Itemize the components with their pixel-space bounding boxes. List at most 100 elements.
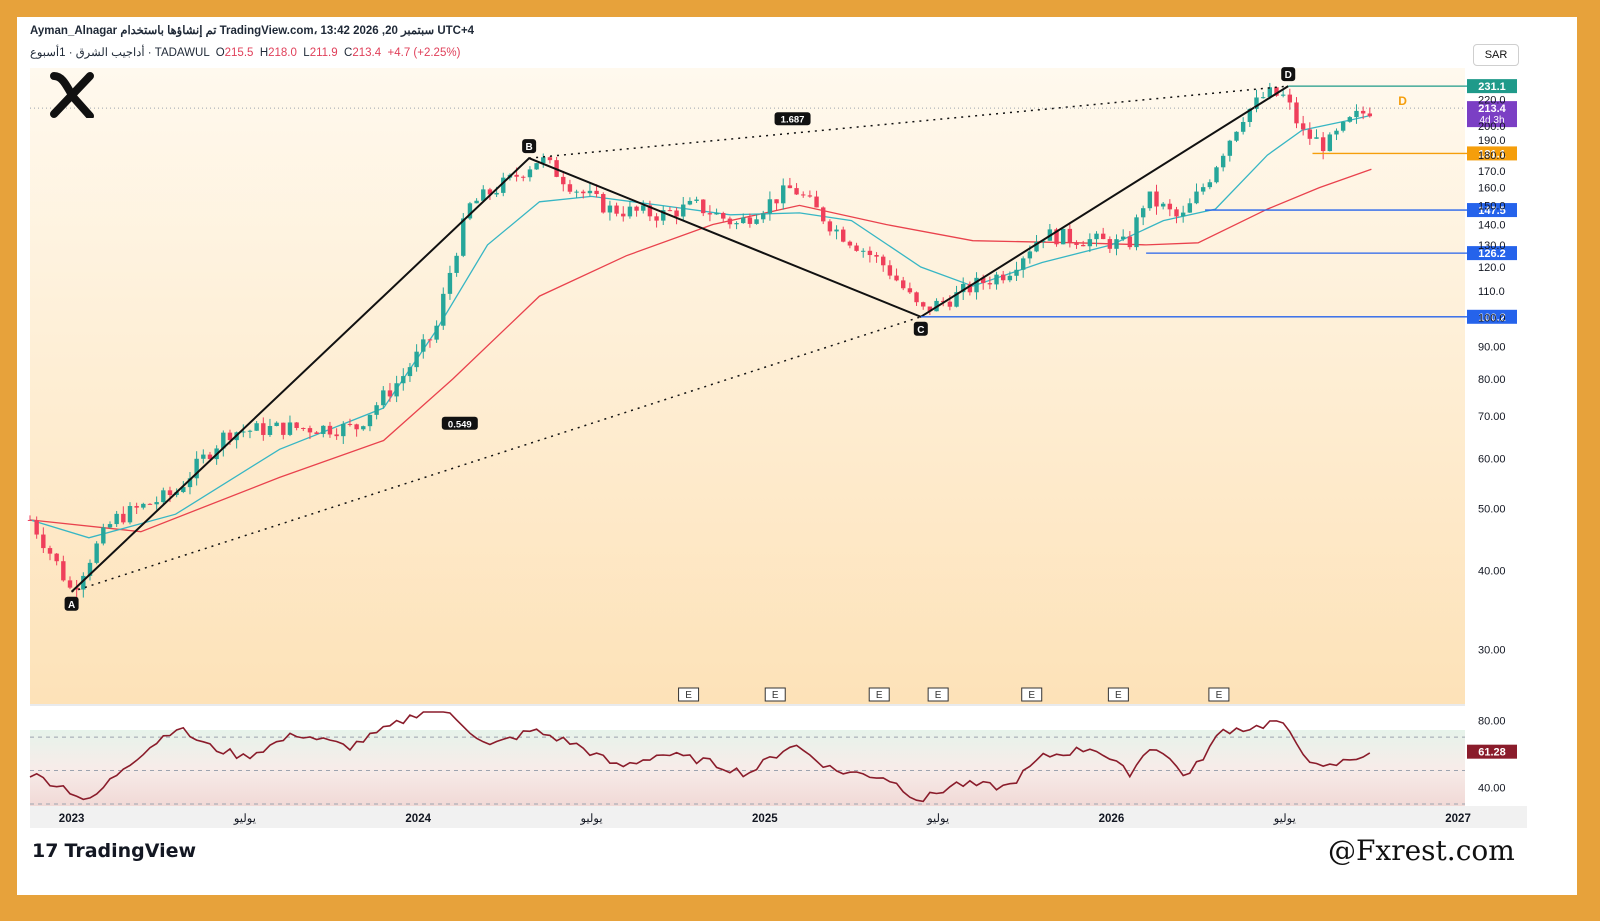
ratio-badge [441,416,478,430]
pattern-point-marker [64,596,79,611]
candle-body [694,199,699,201]
candle-body [781,185,786,204]
close-value: 213.4 [352,47,382,59]
candle-body [847,241,853,246]
level-price-label: 181.1 [1478,148,1506,160]
tradingview-logo: 17 TradingView [32,840,196,862]
pattern-point-label: A [68,600,75,611]
time-axis: 2023 يوليو 2024 يوليو 2025 يوليو 2026 يوليو 2027 [30,806,1527,828]
candle-body [127,506,133,523]
candle-body [187,478,193,488]
candle-body [821,207,826,222]
earnings-marker[interactable] [678,687,700,702]
candle-body [621,213,626,217]
candle-body [1267,87,1273,98]
level-price-tag[interactable] [1467,203,1517,218]
candle-body [561,176,566,185]
candle-body [634,206,639,211]
candle-body [94,543,99,563]
candle-body [827,221,833,232]
time-tick-label: 2023 [59,813,85,825]
candle-body [47,548,53,554]
earnings-marker[interactable] [927,687,949,702]
last-price-label: 213.4 [1478,103,1506,115]
candle-body [101,527,106,544]
dividend-marker[interactable]: D [1398,94,1407,108]
candle-body [1080,244,1086,247]
symbol-logo [50,72,94,118]
candle-body [1300,123,1306,130]
candle-body [307,428,313,433]
candle-body [121,513,126,523]
price-tick-label: 60.00 [1478,453,1506,465]
candle-body [1314,137,1319,139]
candle-body [1074,242,1079,245]
event-markers[interactable]: E E E E E E E D [678,94,1408,702]
level-price-tag[interactable] [1467,146,1517,161]
candle-body [1240,121,1246,132]
candle-body [1027,251,1033,259]
ema-fast-line [29,114,1372,539]
candle-body [801,194,806,196]
low-label: L [303,47,310,59]
price-tick-label: 150.0 [1478,200,1506,212]
last-price-tag[interactable] [1467,101,1517,128]
ratio-label: 1.687 [781,115,805,126]
moving-averages [29,114,1372,539]
candle-body [1254,97,1259,109]
price-tick-label: 110.0 [1478,286,1505,298]
candle-body [967,283,973,293]
candle-body [921,302,926,307]
price-tick-label: 120.0 [1478,262,1506,274]
candle-body [1067,228,1073,243]
candle-body [741,217,746,224]
level-price-tag[interactable] [1467,309,1517,324]
candle-body [1347,117,1353,122]
currency-button[interactable]: SAR [1473,44,1519,66]
earnings-marker[interactable] [1208,687,1230,702]
candle-body [761,213,766,220]
horizontal-levels[interactable]: 231.1 181.1 147.5 126.2 100.2 213.44d 3h [30,79,1517,324]
level-price-tag[interactable] [1467,79,1517,94]
candle-body [367,414,373,427]
earnings-marker-label: E [876,690,883,701]
candle-body [381,390,386,406]
candle-body [454,255,459,273]
earnings-marker-label: E [772,690,779,701]
time-tick-label: 2024 [405,813,431,825]
candle-body [574,191,579,193]
candle-body [34,520,39,535]
candle-body [514,174,519,177]
earnings-marker[interactable] [1021,687,1043,702]
candle-body [1287,94,1293,103]
candle-body [361,426,366,430]
candle-body [1214,167,1219,183]
candle-body [1234,131,1239,141]
candle-body [1207,182,1213,188]
level-price-tag[interactable] [1467,246,1517,261]
earnings-marker[interactable] [868,687,890,702]
author-line: Ayman_Alnagar تم إنشاؤها باستخدام Tradin… [30,25,475,37]
candle-body [807,195,813,197]
pattern-point-label: C [917,325,924,336]
candle-body [927,306,933,312]
candle-body [594,190,599,195]
candle-body [961,283,966,293]
candle-body [241,431,246,433]
earnings-marker[interactable] [1107,687,1129,702]
price-tick-label: 130.0 [1478,240,1506,252]
candle-body [341,423,346,437]
time-tick-label: يوليو [926,812,949,825]
candle-body [61,561,66,581]
candle-body [347,423,353,425]
rsi-value-label: 61.28 [1478,747,1506,759]
candle-body [134,506,139,508]
candle-body [894,275,899,281]
candle-body [114,513,119,525]
candle-body [1014,269,1019,276]
earnings-marker[interactable] [764,687,786,702]
price-tick-label: 80.00 [1478,374,1506,386]
candle-body [987,283,993,285]
candle-body [1107,239,1113,249]
